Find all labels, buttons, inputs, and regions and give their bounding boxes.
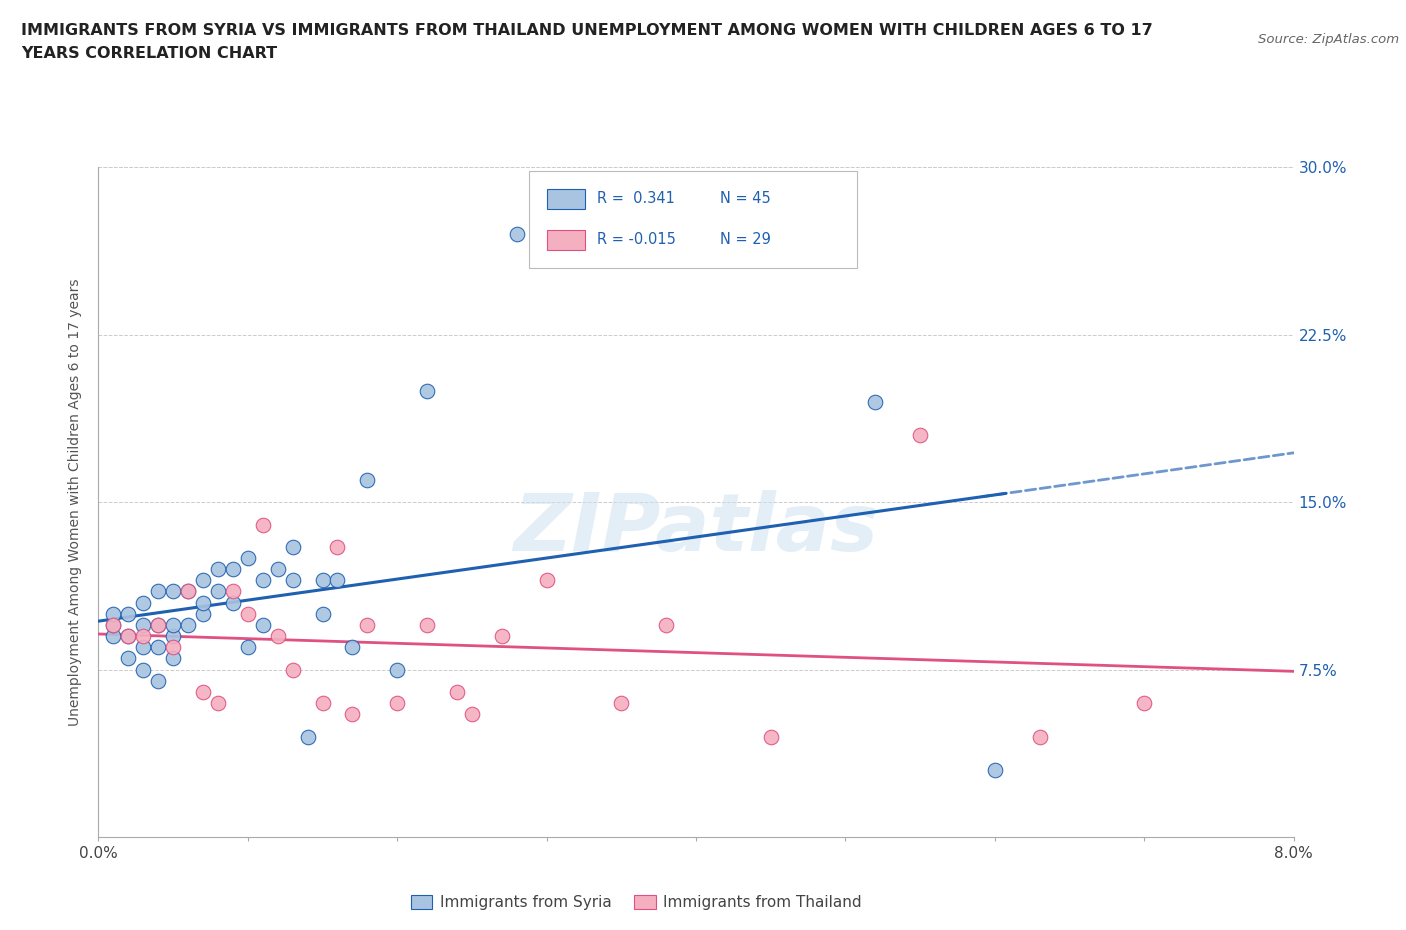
Text: N = 29: N = 29 — [720, 232, 770, 247]
Point — [103, 606, 125, 621]
Point — [1133, 696, 1156, 711]
Point — [236, 640, 259, 655]
Point — [177, 618, 200, 632]
Point — [117, 629, 139, 644]
Point — [236, 606, 259, 621]
Point — [117, 629, 139, 644]
Text: Source: ZipAtlas.com: Source: ZipAtlas.com — [1258, 33, 1399, 46]
Point — [446, 684, 468, 699]
Point — [1028, 729, 1050, 744]
Point — [132, 662, 155, 677]
Point — [177, 584, 200, 599]
Point — [416, 383, 439, 398]
Point — [252, 517, 274, 532]
Y-axis label: Unemployment Among Women with Children Ages 6 to 17 years: Unemployment Among Women with Children A… — [69, 278, 83, 726]
Text: YEARS CORRELATION CHART: YEARS CORRELATION CHART — [21, 46, 277, 61]
Point — [356, 472, 378, 487]
Point — [326, 573, 349, 588]
FancyBboxPatch shape — [547, 189, 585, 209]
Point — [162, 640, 184, 655]
Point — [191, 595, 214, 610]
Point — [177, 584, 200, 599]
FancyBboxPatch shape — [547, 230, 585, 250]
Point — [148, 584, 170, 599]
Point — [222, 562, 245, 577]
Point — [311, 606, 333, 621]
Point — [281, 662, 304, 677]
Point — [461, 707, 484, 722]
Point — [103, 618, 125, 632]
Point — [655, 618, 678, 632]
Point — [267, 562, 290, 577]
Point — [267, 629, 290, 644]
Point — [297, 729, 319, 744]
Point — [908, 428, 931, 443]
Text: N = 45: N = 45 — [720, 192, 770, 206]
Point — [759, 729, 782, 744]
Point — [162, 629, 184, 644]
Point — [311, 573, 333, 588]
Point — [222, 584, 245, 599]
Point — [132, 640, 155, 655]
Point — [162, 651, 184, 666]
Point — [252, 573, 274, 588]
Text: IMMIGRANTS FROM SYRIA VS IMMIGRANTS FROM THAILAND UNEMPLOYMENT AMONG WOMEN WITH : IMMIGRANTS FROM SYRIA VS IMMIGRANTS FROM… — [21, 23, 1153, 38]
Point — [132, 629, 155, 644]
Point — [281, 539, 304, 554]
Point — [536, 573, 558, 588]
Point — [207, 584, 229, 599]
Point — [132, 618, 155, 632]
Point — [863, 394, 886, 409]
Point — [416, 618, 439, 632]
Point — [148, 618, 170, 632]
Point — [491, 629, 513, 644]
Text: ZIPatlas: ZIPatlas — [513, 490, 879, 568]
Point — [148, 618, 170, 632]
Point — [326, 539, 349, 554]
Point — [385, 696, 409, 711]
Point — [342, 707, 364, 722]
Point — [506, 227, 529, 242]
Point — [207, 562, 229, 577]
Legend: Immigrants from Syria, Immigrants from Thailand: Immigrants from Syria, Immigrants from T… — [405, 889, 868, 916]
Point — [311, 696, 333, 711]
Point — [117, 651, 139, 666]
Point — [207, 696, 229, 711]
Point — [191, 606, 214, 621]
Text: R =  0.341: R = 0.341 — [596, 192, 675, 206]
FancyBboxPatch shape — [529, 171, 858, 268]
Point — [222, 595, 245, 610]
Point — [356, 618, 378, 632]
Point — [385, 662, 409, 677]
Point — [148, 640, 170, 655]
Point — [191, 684, 214, 699]
Text: R = -0.015: R = -0.015 — [596, 232, 676, 247]
Point — [148, 673, 170, 688]
Point — [117, 606, 139, 621]
Point — [103, 629, 125, 644]
Point — [191, 573, 214, 588]
Point — [236, 551, 259, 565]
Point — [610, 696, 633, 711]
Point — [162, 584, 184, 599]
Point — [983, 763, 1005, 777]
Point — [132, 595, 155, 610]
Point — [103, 618, 125, 632]
Point — [252, 618, 274, 632]
Point — [281, 573, 304, 588]
Point — [342, 640, 364, 655]
Point — [162, 618, 184, 632]
